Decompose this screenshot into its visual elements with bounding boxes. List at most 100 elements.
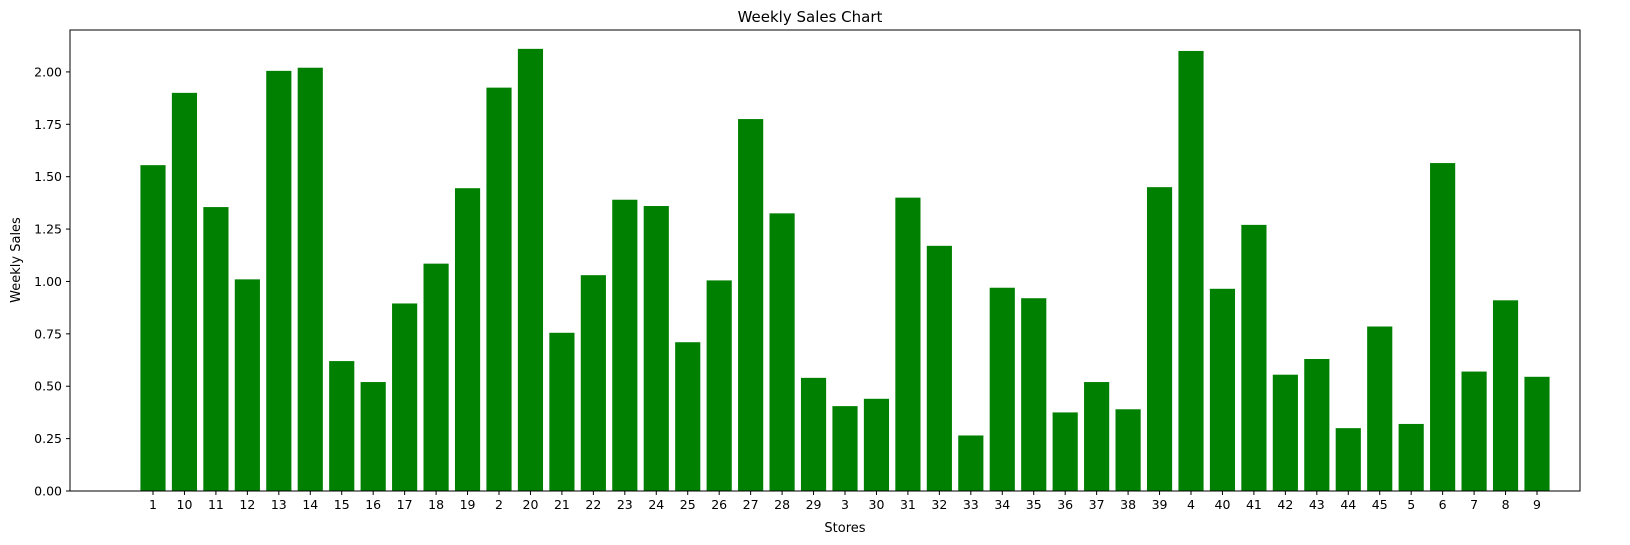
x-tick-label: 13 (271, 497, 287, 512)
x-tick-label: 25 (680, 497, 696, 512)
bar-store-40 (1209, 288, 1236, 491)
x-tick-label: 34 (994, 497, 1010, 512)
bar-store-17 (392, 303, 418, 491)
bar-store-35 (1021, 298, 1047, 491)
x-tick-label: 19 (460, 497, 476, 512)
bar-store-28 (769, 213, 795, 491)
y-tick-label: 2.00 (34, 64, 62, 79)
x-tick-label: 15 (334, 497, 350, 512)
x-tick-label: 3 (841, 497, 849, 512)
bar-store-19 (454, 188, 481, 491)
bar-store-34 (989, 287, 1015, 491)
x-tick-label: 1 (149, 497, 157, 512)
x-tick-label: 6 (1439, 497, 1447, 512)
x-axis: 1 10 11 12 13 14 15 16 17 18 19 2 20 21 22 23 24 25 26 27 28… (149, 491, 1541, 512)
bar-store-2 (486, 87, 512, 492)
y-tick-label: 0.00 (34, 484, 62, 499)
bar-store-38 (1115, 409, 1141, 491)
bar-store-36 (1052, 412, 1078, 491)
y-tick-label: 0.25 (34, 431, 62, 446)
y-tick-label: 1.00 (34, 274, 62, 289)
bar-store-26 (706, 280, 732, 491)
x-tick-label: 21 (554, 497, 570, 512)
bar-store-18 (423, 263, 449, 491)
x-tick-label: 24 (648, 497, 664, 512)
bar-store-45 (1367, 326, 1393, 491)
bars-group (140, 48, 1550, 492)
y-axis-label: Weekly Sales (9, 217, 24, 303)
bar-store-15 (329, 361, 355, 491)
x-tick-label: 16 (365, 497, 381, 512)
bar-store-29 (800, 377, 827, 491)
x-tick-label: 38 (1120, 497, 1136, 512)
y-tick-label: 1.25 (34, 222, 62, 237)
x-tick-label: 27 (743, 497, 759, 512)
x-tick-label: 20 (523, 497, 539, 512)
bar-store-20 (517, 48, 544, 492)
bar-store-8 (1492, 300, 1519, 491)
bar-store-43 (1304, 358, 1330, 491)
bar-store-14 (297, 67, 323, 491)
chart-title: Weekly Sales Chart (738, 8, 883, 26)
y-tick-label: 0.75 (34, 326, 62, 341)
y-tick-label: 0.50 (34, 379, 62, 394)
bar-store-24 (643, 206, 669, 491)
bar-store-30 (863, 398, 890, 491)
bar-store-5 (1398, 423, 1424, 491)
bar-store-33 (958, 435, 984, 491)
bar-store-16 (360, 382, 386, 491)
y-axis: 0.00 0.25 0.50 0.75 1.00 1.25 1.50 1.75 2.00 (34, 64, 70, 499)
x-tick-label: 10 (177, 497, 193, 512)
x-tick-label: 37 (1089, 497, 1105, 512)
x-tick-label: 14 (302, 497, 318, 512)
bar-store-12 (234, 279, 260, 491)
x-tick-label: 9 (1533, 497, 1541, 512)
x-tick-label: 41 (1246, 497, 1262, 512)
x-tick-label: 2 (495, 497, 503, 512)
bar-store-9 (1524, 376, 1550, 491)
x-tick-label: 30 (869, 497, 885, 512)
bar-store-32 (926, 245, 952, 491)
bar-store-6 (1430, 163, 1456, 491)
bar-store-31 (895, 197, 921, 491)
x-tick-label: 35 (1026, 497, 1042, 512)
x-tick-label: 17 (397, 497, 413, 512)
bar-store-1 (140, 165, 166, 491)
plot-frame (69, 29, 1581, 492)
bar-store-21 (549, 332, 575, 491)
x-tick-label: 28 (774, 497, 790, 512)
bar-store-23 (612, 199, 638, 492)
x-tick-label: 32 (931, 497, 947, 512)
x-tick-label: 44 (1340, 497, 1356, 512)
x-tick-label: 40 (1215, 497, 1231, 512)
x-tick-label: 7 (1470, 497, 1478, 512)
bar-store-42 (1272, 374, 1298, 491)
x-tick-label: 4 (1187, 497, 1195, 512)
x-tick-label: 43 (1309, 497, 1325, 512)
y-tick-label: 1.50 (34, 169, 62, 184)
x-tick-label: 18 (428, 497, 444, 512)
x-tick-label: 8 (1502, 497, 1510, 512)
x-tick-label: 5 (1407, 497, 1415, 512)
bar-store-4 (1178, 50, 1204, 491)
x-tick-label: 11 (208, 497, 224, 512)
bar-store-27 (738, 119, 764, 491)
bar-store-25 (675, 342, 701, 491)
bar-store-39 (1146, 187, 1173, 491)
bar-store-3 (832, 406, 858, 491)
x-axis-label: Stores (824, 521, 865, 536)
x-tick-label: 23 (617, 497, 633, 512)
bar-store-7 (1461, 371, 1487, 491)
bar-store-41 (1241, 224, 1267, 491)
bar-store-22 (580, 275, 606, 491)
bar-store-13 (266, 70, 292, 492)
x-tick-label: 39 (1152, 497, 1168, 512)
bar-store-10 (171, 92, 198, 492)
x-tick-label: 26 (711, 497, 727, 512)
x-tick-label: 42 (1277, 497, 1293, 512)
x-tick-label: 31 (900, 497, 916, 512)
x-tick-label: 29 (806, 497, 822, 512)
x-tick-label: 45 (1372, 497, 1388, 512)
x-tick-label: 22 (585, 497, 601, 512)
